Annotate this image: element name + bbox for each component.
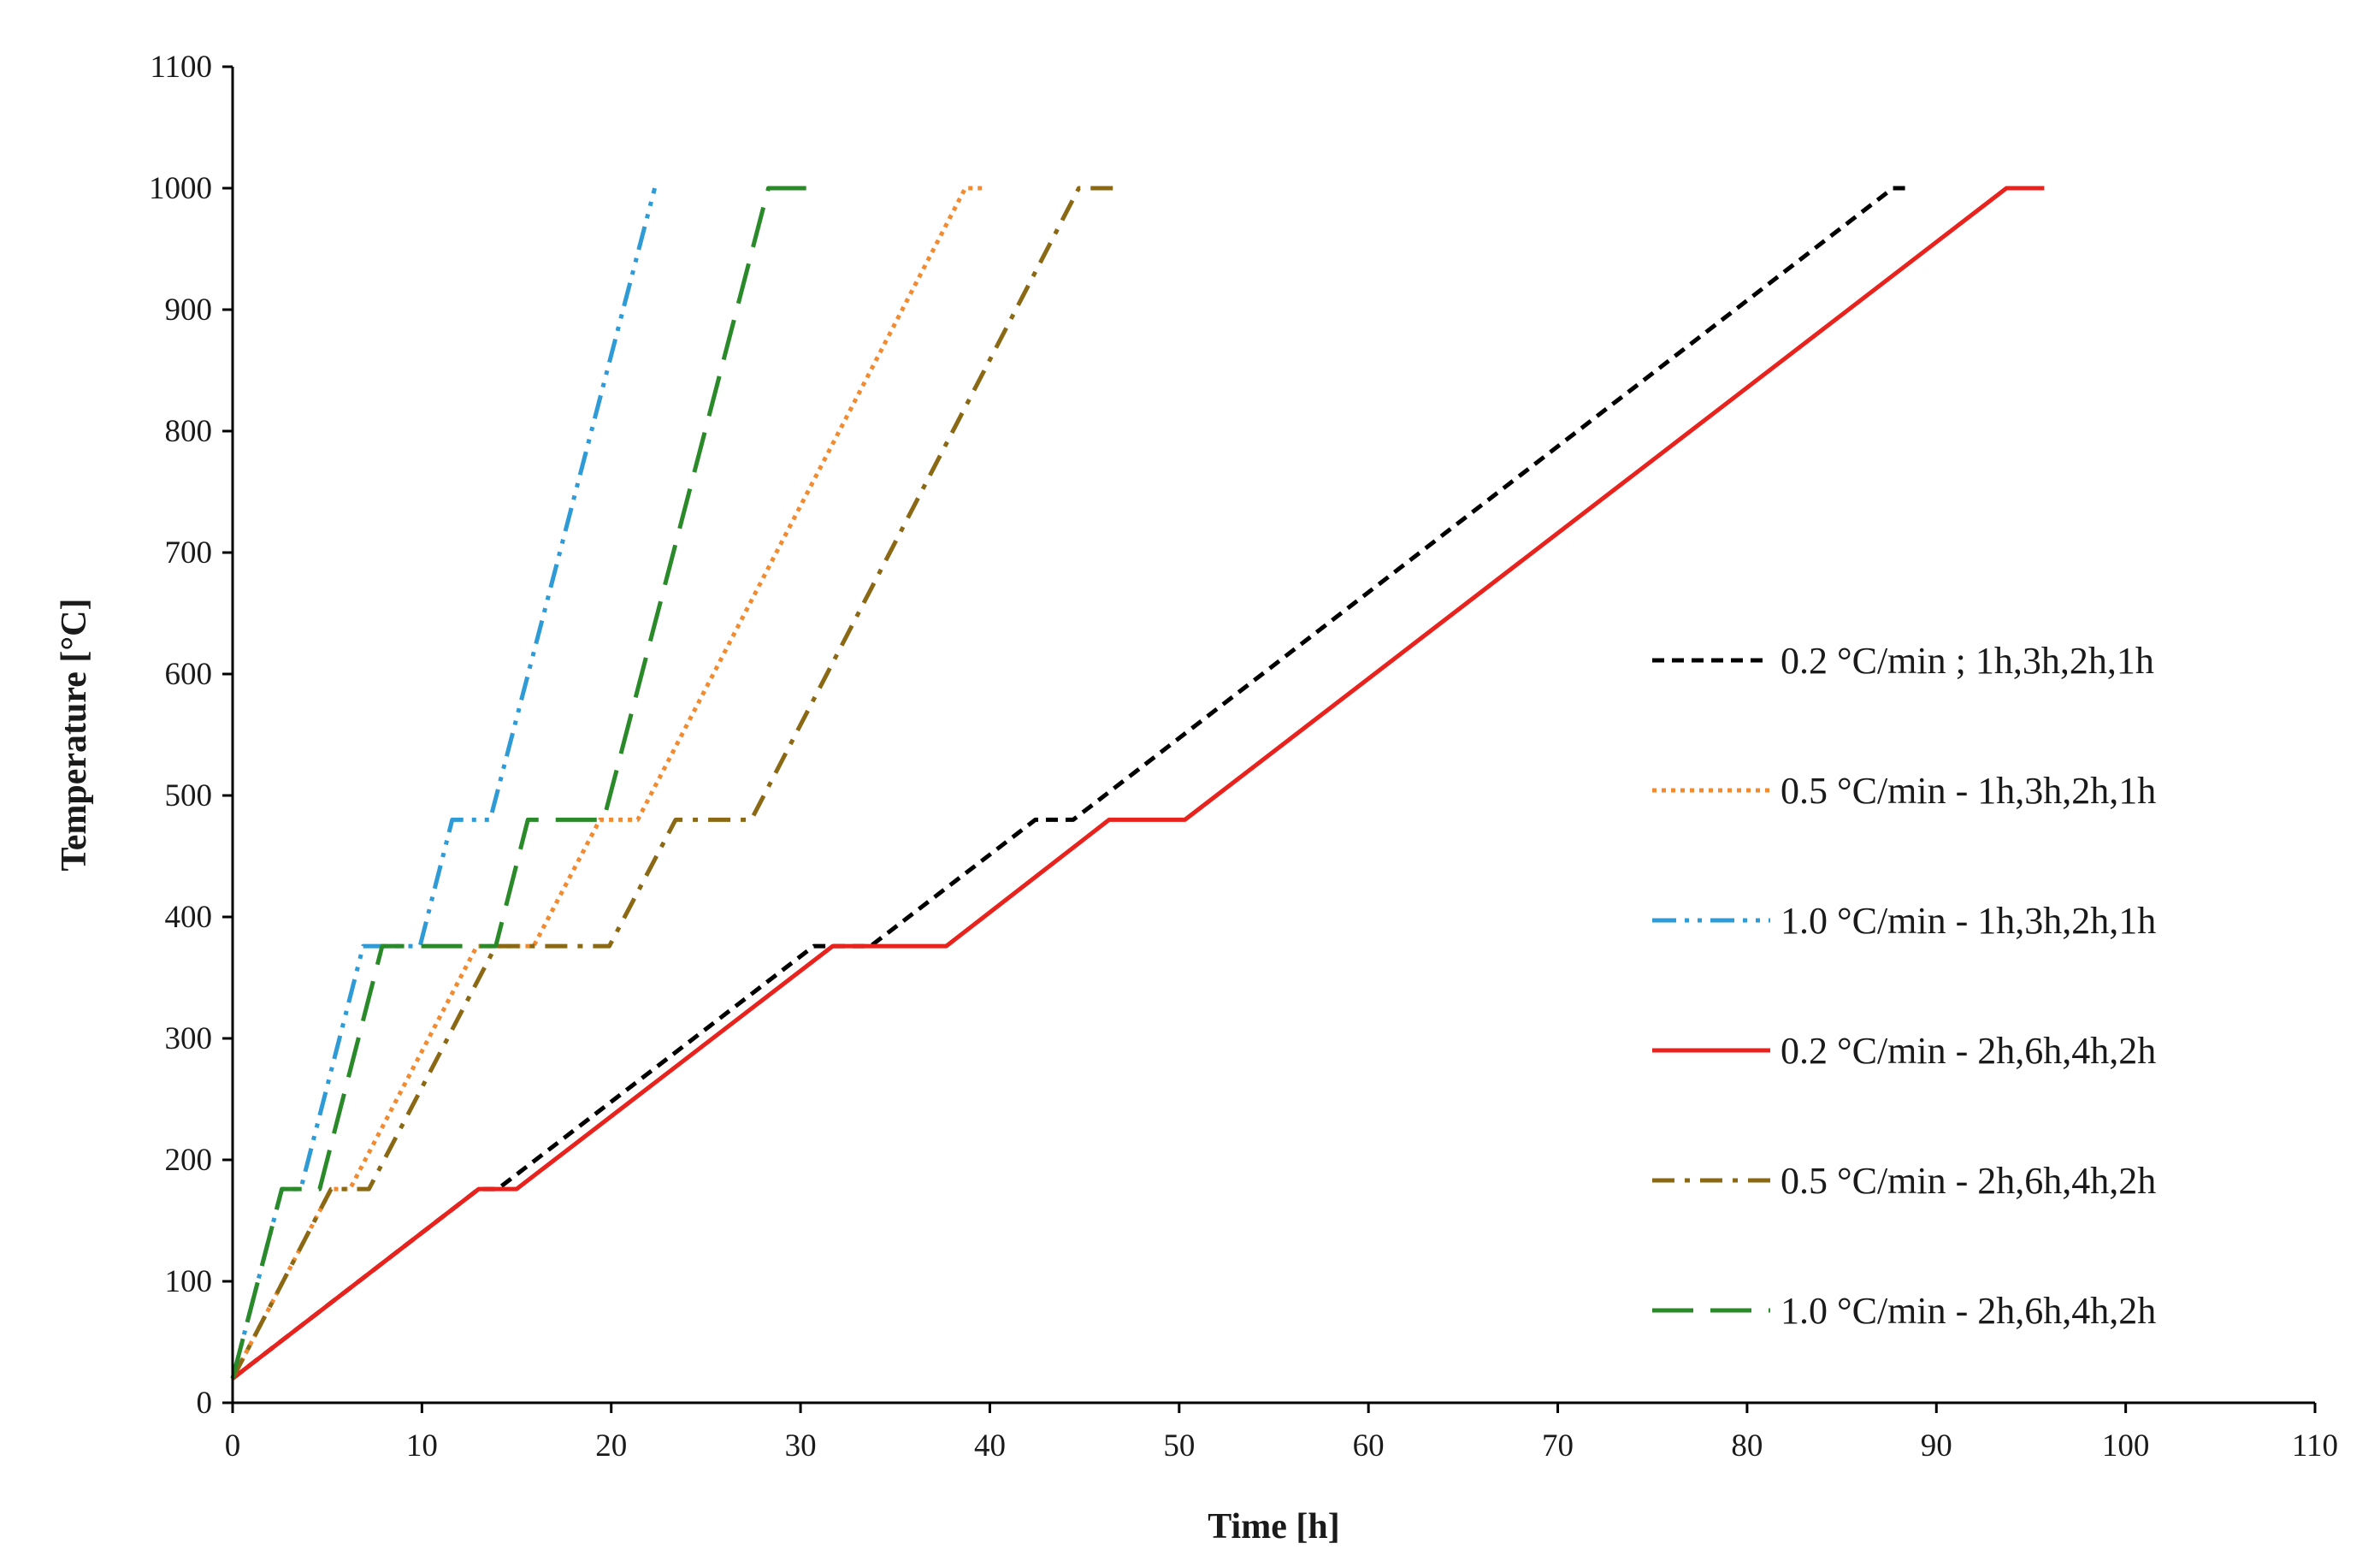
series-line-5 [230, 186, 1117, 1380]
x-tick-label: 0 [225, 1428, 241, 1464]
y-axis-title: Temperature [°C] [55, 599, 94, 872]
legend-label-4: 0.2 °C/min - 2h,6h,4h,2h [1781, 1030, 2156, 1072]
series-line-4 [231, 186, 2045, 1381]
x-tick-label: 80 [1731, 1428, 1763, 1464]
x-axis-title: Time [h] [1208, 1507, 1339, 1546]
y-tick-label: 100 [165, 1264, 213, 1299]
y-tick-label: 0 [197, 1386, 213, 1421]
y-tick-label: 400 [165, 900, 213, 935]
x-tick-label: 30 [785, 1428, 817, 1464]
series-line-1 [231, 186, 1912, 1381]
legend-label-6: 1.0 °C/min - 2h,6h,4h,2h [1781, 1290, 2156, 1332]
legend-label-1: 0.2 °C/min ; 1h,3h,2h,1h [1781, 640, 2154, 682]
x-tick-label: 20 [595, 1428, 627, 1464]
legend-label-2: 0.5 °C/min - 1h,3h,2h,1h [1781, 770, 2156, 812]
x-tick-label: 50 [1163, 1428, 1195, 1464]
series-line-2 [230, 186, 984, 1380]
y-tick-label: 900 [165, 293, 213, 328]
y-tick-label: 600 [165, 657, 213, 692]
axes: 0 100 200 300 400 500 600 700 800 900 1000 1100 0 10 2… [149, 50, 2338, 1464]
y-tick-label: 300 [165, 1021, 213, 1056]
x-tick-label: 40 [974, 1428, 1006, 1464]
legend-label-3: 1.0 °C/min - 1h,3h,2h,1h [1781, 900, 2156, 942]
legend: 0.2 °C/min ; 1h,3h,2h,1h 0.5 °C/min - 1h,… [1652, 640, 2156, 1332]
y-tick-label: 200 [165, 1143, 213, 1178]
x-tick-label: 10 [406, 1428, 438, 1464]
plot-area [230, 186, 2045, 1381]
x-tick-label: 70 [1542, 1428, 1574, 1464]
x-tick-label: 110 [2292, 1428, 2338, 1464]
x-tick-label: 60 [1353, 1428, 1385, 1464]
y-tick-label: 500 [165, 778, 213, 813]
y-tick-label: 800 [165, 414, 213, 449]
x-tick-label: 90 [1921, 1428, 1952, 1464]
y-tick-label: 1000 [149, 171, 212, 206]
y-tick-label: 1100 [150, 50, 212, 85]
legend-label-5: 0.5 °C/min - 2h,6h,4h,2h [1781, 1160, 2156, 1202]
x-tick-label: 100 [2102, 1428, 2150, 1464]
series-line-6 [230, 186, 806, 1380]
series-line-3 [230, 187, 658, 1380]
y-tick-label: 700 [165, 535, 213, 571]
